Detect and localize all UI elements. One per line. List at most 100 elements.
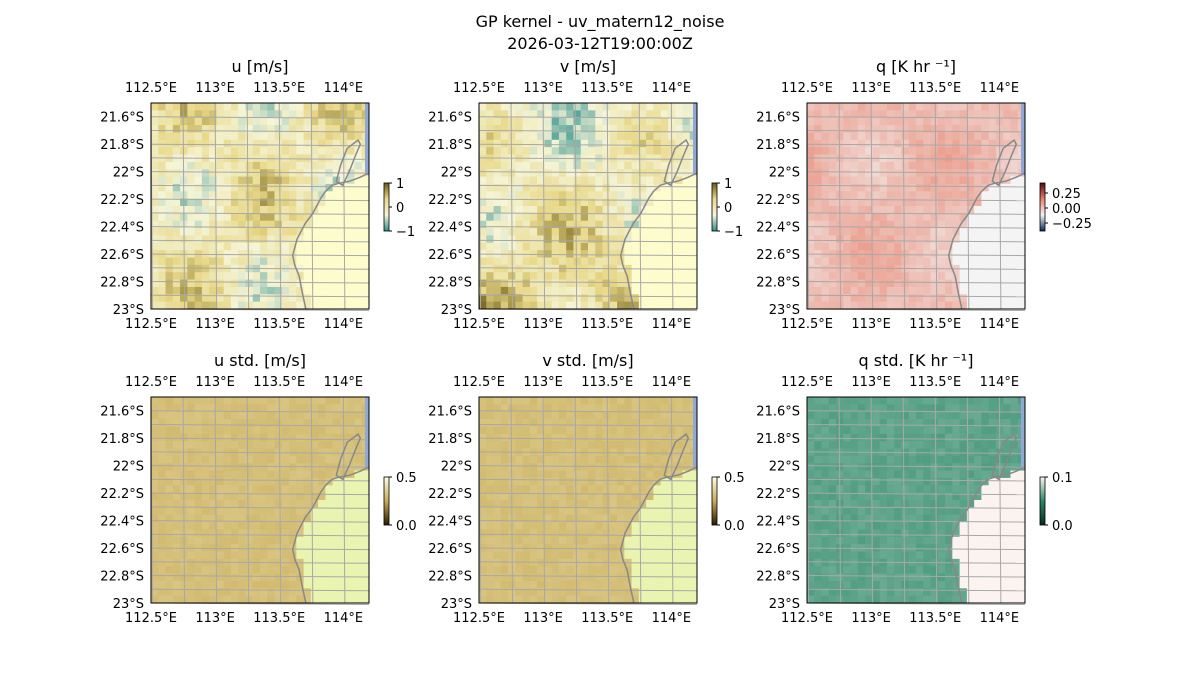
heatmap-cell	[872, 250, 881, 258]
grid-line-y	[150, 253, 370, 257]
heatmap-cell	[209, 294, 217, 303]
heatmap-cell	[923, 294, 931, 303]
heatmap-cell	[252, 117, 261, 126]
heatmap-cell	[886, 500, 895, 508]
heatmap-cell	[515, 117, 523, 126]
heatmap-cell	[588, 595, 596, 604]
heatmap-cell	[515, 132, 523, 141]
heatmap-cell	[952, 125, 960, 133]
heatmap-cell	[223, 470, 232, 479]
heatmap-cell	[267, 404, 275, 413]
heatmap-cell	[216, 213, 225, 222]
heatmap-cell	[872, 257, 881, 266]
heatmap-cell	[201, 536, 210, 545]
heatmap-cell	[361, 529, 370, 538]
heatmap-cell	[558, 529, 567, 538]
heatmap-cell	[544, 441, 553, 449]
heatmap-cell	[807, 492, 815, 501]
heatmap-cell	[274, 441, 283, 449]
heatmap-cell	[894, 228, 902, 236]
heatmap-cell	[646, 235, 654, 244]
heatmap-cell	[289, 588, 297, 597]
heatmap-cell	[230, 176, 239, 185]
heatmap-cell	[821, 198, 830, 207]
heatmap-cell	[1010, 220, 1019, 229]
heatmap-cell	[529, 301, 538, 310]
heatmap-cell	[303, 514, 312, 523]
heatmap-cell	[267, 470, 275, 479]
heatmap-cell	[836, 426, 844, 435]
heatmap-cell	[486, 228, 494, 236]
heatmap-cell	[303, 176, 312, 185]
heatmap-cell	[165, 139, 174, 148]
heatmap-cell	[617, 411, 625, 420]
heatmap-cell	[609, 588, 618, 597]
heatmap-cell	[828, 257, 837, 266]
heatmap-cell	[843, 411, 851, 420]
heatmap-cell	[894, 463, 902, 471]
heatmap-cell	[602, 529, 611, 538]
heatmap-cell	[296, 404, 304, 413]
heatmap-cell	[281, 272, 290, 280]
heatmap-cell	[310, 551, 319, 560]
heatmap-cell	[588, 529, 596, 538]
heatmap-cell	[646, 294, 654, 303]
heatmap-cell	[260, 522, 268, 530]
heatmap-cell	[988, 183, 997, 192]
heatmap-cell	[289, 477, 297, 486]
heatmap-cell	[660, 536, 669, 545]
heatmap-cell	[952, 419, 960, 427]
heatmap-cell	[638, 294, 647, 303]
heatmap-cell	[937, 161, 946, 170]
heatmap-cell	[872, 492, 881, 501]
heatmap-cell	[318, 397, 326, 405]
heatmap-cell	[952, 433, 960, 442]
heatmap-cell	[638, 117, 647, 126]
heatmap-cell	[500, 485, 509, 494]
heatmap-cell	[974, 514, 982, 523]
heatmap-cell	[624, 147, 632, 155]
heatmap-cell	[347, 500, 355, 508]
heatmap-cell	[966, 426, 975, 435]
heatmap-cell	[310, 183, 319, 192]
grid-line-y	[478, 281, 698, 284]
heatmap-cell	[916, 411, 924, 420]
heatmap-cell	[165, 455, 174, 464]
heatmap-cell	[937, 147, 946, 155]
heatmap-cell	[529, 529, 538, 538]
heatmap-cell	[660, 455, 669, 464]
heatmap-cell	[857, 147, 866, 155]
heatmap-cell	[325, 191, 334, 200]
heatmap-cell	[952, 117, 960, 126]
heatmap-cell	[493, 529, 502, 538]
heatmap-cell	[289, 272, 297, 280]
heatmap-cell	[274, 580, 283, 589]
heatmap-cell	[908, 257, 917, 266]
heatmap-cell	[332, 580, 341, 589]
heatmap-cell	[865, 404, 873, 413]
heatmap-cell	[916, 286, 924, 295]
heatmap-cell	[238, 206, 246, 214]
heatmap-cell	[201, 595, 210, 604]
heatmap-cell	[631, 206, 640, 214]
heatmap-cell	[1010, 154, 1019, 163]
heatmap-cell	[158, 279, 166, 288]
heatmap-cell	[158, 103, 166, 111]
heatmap-cell	[602, 110, 611, 119]
heatmap-cell	[209, 264, 217, 273]
heatmap-cell	[274, 566, 283, 574]
heatmap-cell	[1017, 191, 1026, 200]
heatmap-cell	[580, 441, 589, 449]
heatmap-cell	[361, 551, 370, 560]
heatmap-cell	[602, 404, 611, 413]
heatmap-cell	[836, 125, 844, 133]
heatmap-cell	[310, 397, 319, 405]
heatmap-cell	[332, 588, 341, 597]
heatmap-cell	[667, 301, 676, 310]
heatmap-cell	[515, 110, 523, 119]
heatmap-cell	[151, 580, 159, 589]
heatmap-cell	[310, 588, 319, 597]
heatmap-cell	[682, 301, 691, 310]
heatmap-cell	[361, 272, 370, 280]
heatmap-cell	[689, 294, 698, 303]
